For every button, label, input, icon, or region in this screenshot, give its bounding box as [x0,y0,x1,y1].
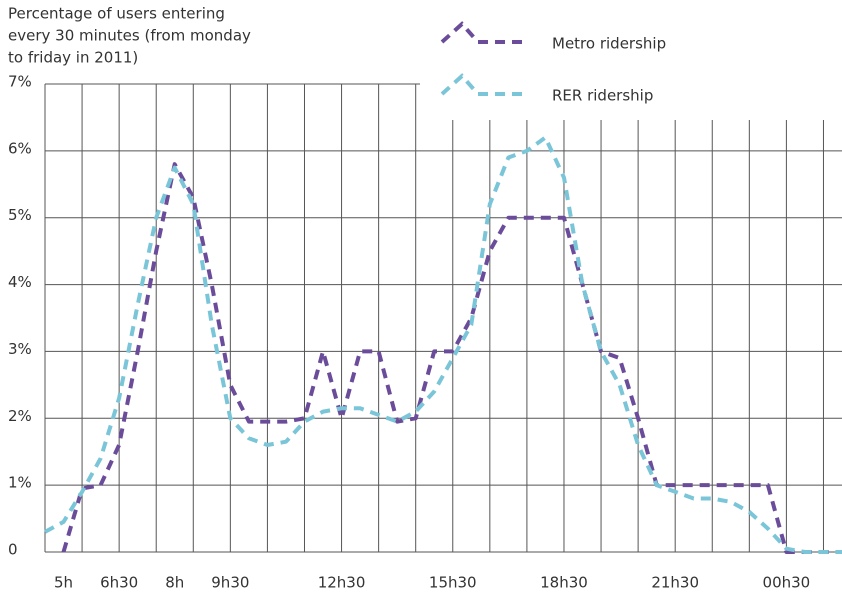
x-tick-label: 12h30 [318,574,366,592]
legend-background [420,0,842,120]
legend-swatch [440,21,522,44]
y-tick-label: 2% [8,407,32,425]
x-tick-label: 15h30 [429,574,477,592]
y-tick-label: 1% [8,474,32,492]
data-line [44,135,842,554]
y-tick-label: 6% [8,139,32,157]
y-tick-label: 3% [8,340,32,358]
x-tick-label: 5h [54,574,73,592]
chart-title: to friday in 2011) [8,49,138,67]
y-tick-label: 4% [8,273,32,291]
y-tick-label: 0 [8,541,18,559]
legend-label: Metro ridership [552,35,666,53]
x-tick-label: 18h30 [540,574,588,592]
x-tick-label: 6h30 [100,574,138,592]
x-tick-label: 9h30 [211,574,249,592]
x-tick-label: 21h30 [651,574,699,592]
x-tick-label: 00h30 [763,574,811,592]
y-tick-label: 5% [8,206,32,224]
legend-label: RER ridership [552,87,653,105]
y-tick-label: 7% [8,73,32,91]
x-tick-label: 8h [165,574,184,592]
chart-title: Percentage of users entering [8,5,225,23]
legend-swatch [440,73,522,96]
data-line [61,162,842,554]
chart-title: every 30 minutes (from monday [8,27,251,45]
title: Percentage of users entering every 30 mi… [8,5,251,67]
